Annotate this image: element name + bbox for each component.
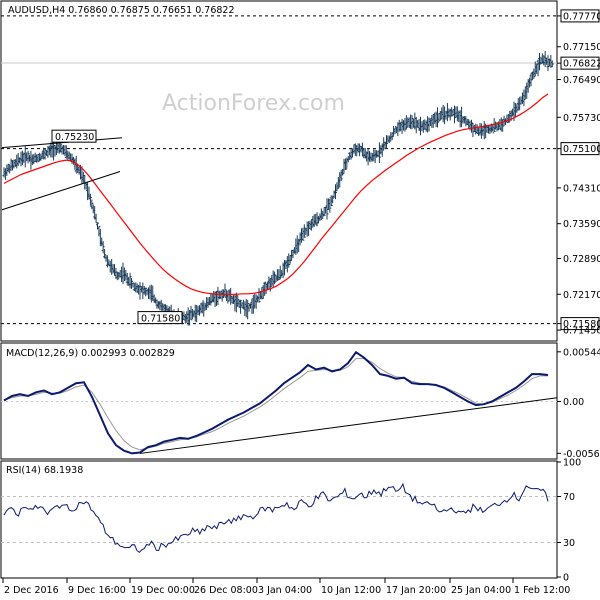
price-ytick-label: 0.76822 — [563, 59, 600, 70]
macd-signal-line — [3, 358, 548, 451]
price-ytick-box — [560, 317, 600, 331]
macd-title: MACD(12,26,9) 0.002993 0.002829 — [6, 348, 175, 359]
x-axis-label: 19 Dec 00:00 — [131, 585, 195, 596]
rsi-title: RSI(14) 68.1938 — [6, 465, 83, 476]
price-ytick-label: 0.71450 — [563, 326, 600, 337]
price-ytick-label: 0.77770 — [563, 11, 600, 22]
price-ytick-label: 0.74310 — [563, 183, 600, 194]
price-ytick-box — [560, 142, 600, 156]
x-axis-label: 9 Dec 16:00 — [68, 585, 126, 596]
moving-average-line — [3, 93, 549, 295]
price-ytick-label: 0.72170 — [563, 290, 600, 301]
x-axis-label: 1 Feb 12:00 — [514, 585, 570, 596]
price-layer: 0.75230 0.71580 0.77770 0.77150 0.76822 0.764… — [1, 9, 600, 337]
x-axis-label: 17 Jan 20:00 — [386, 585, 446, 596]
macd-ytick-label: 0.005444 — [563, 347, 600, 358]
price-title: AUDUSD,H4 0.76860 0.76875 0.76651 0.7682… — [8, 5, 235, 16]
price-annotation-box — [51, 129, 97, 143]
x-axis-label: 26 Dec 08:00 — [194, 585, 258, 596]
macd-ytick-label: -0.005689 — [563, 449, 600, 460]
x-axis-label: 3 Jan 04:00 — [258, 585, 312, 596]
price-ytick-box — [560, 9, 600, 23]
macd-layer: 0.005444 0.00 -0.005689 — [1, 347, 600, 460]
price-annotation-label: 0.75230 — [55, 132, 94, 143]
rsi-ytick-label: 30 — [563, 538, 575, 549]
watermark: ActionForex.com — [162, 91, 345, 116]
macd-trendline — [139, 397, 558, 454]
x-axis-label: 25 Jan 04:00 — [451, 585, 511, 596]
rsi-ytick-label: 100 — [563, 458, 581, 469]
price-annotation-box — [137, 311, 183, 325]
channel-lower-trendline — [1, 171, 121, 211]
rsi-panel-frame — [0, 460, 558, 579]
rsi-line — [3, 482, 549, 553]
price-ytick-label: 0.77150 — [563, 42, 600, 53]
price-annotation-label: 0.71580 — [141, 314, 180, 325]
x-axis-label: 10 Jan 12:00 — [321, 585, 381, 596]
price-ytick-label: 0.75100 — [563, 144, 600, 155]
rsi-layer: 100 70 30 0 — [1, 458, 581, 584]
price-ytick-label: 0.75730 — [563, 113, 600, 124]
price-ytick-label: 0.73590 — [563, 219, 600, 230]
x-axis: 2 Dec 2016 9 Dec 16:00 19 Dec 00:00 26 Dec … — [2, 578, 570, 596]
price-ytick-label: 0.71580 — [563, 319, 600, 330]
macd-ytick-label: 0.00 — [563, 397, 584, 408]
x-axis-label: 2 Dec 2016 — [4, 585, 59, 596]
price-ytick-label: 0.72890 — [563, 254, 600, 265]
rsi-ytick-label: 70 — [563, 492, 575, 503]
price-ytick-label: 0.76490 — [563, 75, 600, 86]
macd-panel-frame — [0, 342, 558, 460]
macd-line — [3, 350, 549, 455]
rsi-ytick-label: 0 — [563, 573, 569, 584]
price-ytick-box — [560, 56, 600, 70]
